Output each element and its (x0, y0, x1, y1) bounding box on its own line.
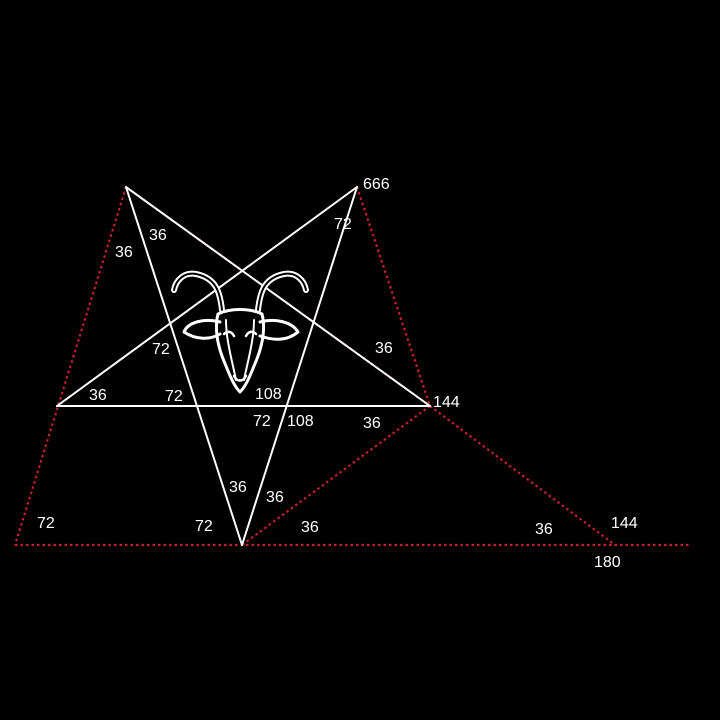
label-vertex-base: 180 (594, 554, 621, 571)
label-angle-center-bottom-right: 108 (287, 413, 314, 430)
dotted-line-inner-diagonal (241, 405, 431, 546)
label-angle-bottom-vertex-left: 72 (195, 518, 213, 535)
label-vertex-far-right: 144 (611, 515, 638, 532)
goat-head-icon (171, 270, 309, 394)
label-angle-right-upper: 36 (375, 340, 393, 357)
dotted-line-right-diagonal (429, 405, 616, 546)
dotted-line-left-edge (13, 186, 128, 546)
angle-labels: 666 36 36 72 36 144 36 72 72 108 72 108 … (37, 176, 638, 571)
label-angle-bottom-left: 36 (229, 479, 247, 496)
label-angle-top-left-outer: 36 (115, 244, 133, 261)
label-angle-left-inner-b: 72 (165, 388, 183, 405)
label-angle-center-top: 108 (255, 386, 282, 403)
label-angle-base-middle: 36 (301, 519, 319, 536)
label-vertex-top-right: 666 (363, 176, 390, 193)
pentagram-edge-left-down (125, 186, 243, 546)
label-angle-left-inner-a: 72 (152, 341, 170, 358)
label-angle-bottom-right: 36 (266, 489, 284, 506)
label-angle-top-left-inner: 36 (149, 227, 167, 244)
pentagram-edge-right-up (241, 186, 358, 546)
label-angle-top-right-inner: 72 (334, 216, 352, 233)
label-vertex-right: 144 (433, 394, 460, 411)
label-angle-base-right: 36 (535, 521, 553, 538)
pentagram (56, 186, 431, 546)
label-angle-right-lower: 36 (363, 415, 381, 432)
pentagram-edge-cross-left (56, 186, 358, 407)
pentagram-edge-cross-right (125, 186, 431, 407)
label-angle-center-bottom-left: 72 (253, 413, 271, 430)
label-angle-far-left: 72 (37, 515, 55, 532)
label-angle-left-point: 36 (89, 387, 107, 404)
